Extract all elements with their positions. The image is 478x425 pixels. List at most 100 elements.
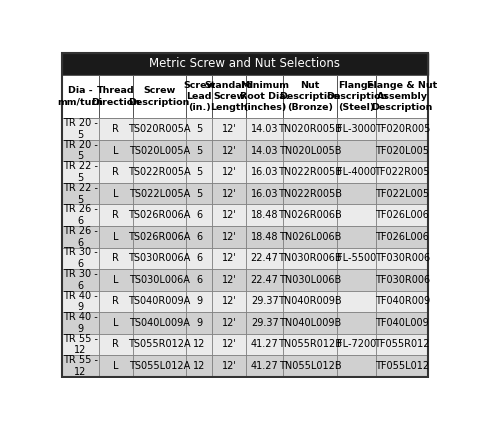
Bar [246,204,283,226]
Bar [213,75,246,119]
Bar [186,162,213,183]
Text: TR 30 -
6: TR 30 - 6 [63,247,98,269]
Text: TS040L009A: TS040L009A [129,318,190,328]
Bar [186,140,213,162]
Bar [132,119,186,140]
Text: 12': 12' [222,361,237,371]
Text: Flange & Nut
Assembly
Description: Flange & Nut Assembly Description [367,81,437,112]
Text: TR 55 -
12: TR 55 - 12 [63,355,98,377]
Bar [376,226,428,247]
Text: 12': 12' [222,146,237,156]
Text: 5: 5 [196,146,202,156]
Text: R: R [112,339,120,349]
Bar [337,140,376,162]
Text: TN026R006B: TN026R006B [278,210,342,220]
Text: TF022L005: TF022L005 [375,189,429,199]
Bar [246,247,283,269]
Bar [376,269,428,291]
Bar [62,140,99,162]
Bar [376,355,428,377]
Text: TF026L006: TF026L006 [375,210,429,220]
Bar [246,334,283,355]
Text: Screw
Description: Screw Description [129,86,190,107]
Text: TF026L006: TF026L006 [375,232,429,242]
Bar [246,75,283,119]
Text: TS030R006A: TS030R006A [128,253,190,263]
Text: R: R [112,253,120,263]
Text: 29.37: 29.37 [251,296,279,306]
Text: TF022R005: TF022R005 [375,167,430,177]
Bar [132,226,186,247]
Bar [99,269,132,291]
Bar [99,334,132,355]
Bar [62,162,99,183]
Bar [186,75,213,119]
Bar [376,162,428,183]
Text: TS026R006A: TS026R006A [128,232,190,242]
Bar [213,247,246,269]
Text: 12': 12' [222,232,237,242]
Text: TS020R005A: TS020R005A [128,124,191,134]
Bar [99,183,132,204]
Text: Screw
Lead
(in.): Screw Lead (in.) [183,81,216,112]
Text: TN040L009B: TN040L009B [279,318,341,328]
Text: 12': 12' [222,167,237,177]
Bar [213,140,246,162]
Bar [376,247,428,269]
Text: TF030R006: TF030R006 [375,253,430,263]
Bar [246,162,283,183]
Text: 12': 12' [222,210,237,220]
Bar [99,226,132,247]
Bar [132,140,186,162]
Bar [337,291,376,312]
Text: L: L [113,146,119,156]
Text: FL-4000: FL-4000 [337,167,376,177]
Text: TS055R012A: TS055R012A [128,339,191,349]
Text: Dia -
mm/turn: Dia - mm/turn [57,86,103,107]
Bar [337,355,376,377]
Text: 5: 5 [196,124,202,134]
Bar [376,183,428,204]
Bar [246,226,283,247]
Bar [283,162,337,183]
Text: TR 22 -
5: TR 22 - 5 [63,183,98,204]
Bar [283,183,337,204]
Text: TF020L005: TF020L005 [375,146,429,156]
Bar [132,291,186,312]
Bar [186,247,213,269]
Text: 5: 5 [196,189,202,199]
Bar [186,183,213,204]
Text: 6: 6 [196,232,202,242]
Bar [283,269,337,291]
Bar [62,204,99,226]
Text: TR 26 -
6: TR 26 - 6 [63,204,98,226]
Text: L: L [113,232,119,242]
Text: L: L [113,189,119,199]
Text: 6: 6 [196,275,202,285]
Text: 12': 12' [222,275,237,285]
Bar [376,119,428,140]
Bar [213,162,246,183]
Bar [283,334,337,355]
Text: TN020L005B: TN020L005B [279,146,341,156]
Bar [283,75,337,119]
Text: TS022R005A: TS022R005A [128,167,191,177]
Text: Minimum
Root Dia.
(inches): Minimum Root Dia. (inches) [240,81,289,112]
Text: TS040R009A: TS040R009A [128,296,190,306]
Bar [99,355,132,377]
Text: TN026L006B: TN026L006B [279,232,341,242]
Bar [337,162,376,183]
Bar [213,312,246,334]
Bar [283,226,337,247]
Text: Nut
Description
(Bronze): Nut Description (Bronze) [280,81,341,112]
Bar [213,355,246,377]
Text: TF055L012: TF055L012 [375,361,429,371]
Bar [132,162,186,183]
Bar [99,247,132,269]
Bar [99,119,132,140]
Text: TS055L012A: TS055L012A [129,361,190,371]
Text: TR 55 -
12: TR 55 - 12 [63,334,98,355]
Text: 14.03: 14.03 [251,124,278,134]
Bar [337,204,376,226]
Text: 18.48: 18.48 [251,232,278,242]
